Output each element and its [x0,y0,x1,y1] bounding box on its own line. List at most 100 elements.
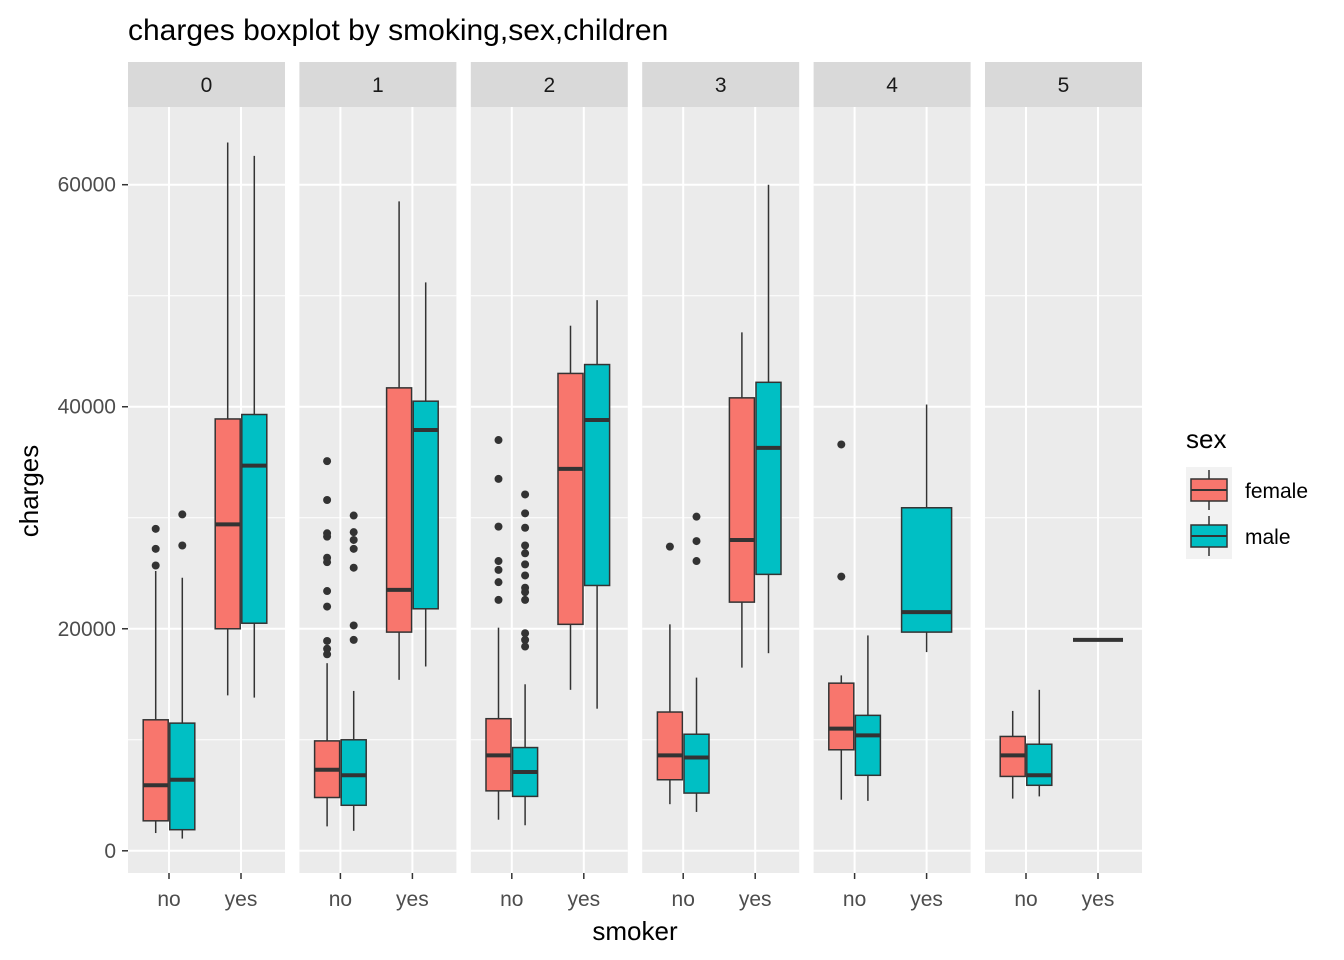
outlier-point [665,542,674,551]
x-tick-label: yes [567,888,600,911]
outlier-point [323,650,332,659]
box-yes-female [214,142,241,696]
facet-strip-label: 1 [372,74,384,97]
facet-panel-1: 1 no yes [299,62,457,911]
x-tick-label: yes [225,888,258,911]
facet-panel-2: 2 no yes [470,62,628,911]
x-tick-label: no [500,888,523,911]
outlier-point [692,557,701,566]
outlier-point [178,510,187,519]
facet-strip [642,62,800,107]
outlier-point [151,544,160,553]
x-tick-label: no [672,888,695,911]
outlier-point [494,522,503,531]
y-tick-label: 40000 [58,396,116,419]
box-no-male [1026,689,1053,797]
iqr-box [557,372,584,626]
box-no-male [683,512,710,812]
chart-title: charges boxplot by smoking,sex,children [128,14,668,47]
facet-panel-4: 4 no yes [813,62,971,911]
outlier-point [494,474,503,483]
y-tick-label: 0 [104,840,116,863]
outlier-point [521,541,530,550]
iqr-box [241,413,268,624]
outlier-point [349,621,358,630]
box-yes-male [412,282,439,667]
legend: sex female male [1186,424,1308,559]
outlier-point [521,595,530,604]
outlier-point [151,524,160,533]
iqr-box [728,397,756,603]
outlier-point [323,587,332,596]
x-tick-label: yes [1082,888,1115,911]
iqr-box [142,719,169,822]
box-yes-female [385,201,413,680]
x-tick-label: yes [396,888,429,911]
outlier-point [323,495,332,504]
outlier-point [521,583,530,592]
outlier-point [521,560,530,569]
iqr-box [828,682,855,751]
iqr-box [412,400,439,610]
legend-label: male [1245,526,1291,549]
y-axis-title: charges [14,445,44,538]
box-no-female [656,542,684,805]
outlier-point [494,578,503,587]
outlier-point [521,629,530,638]
outlier-point [349,528,358,537]
facet-strip-label: 0 [201,74,213,97]
outlier-point [323,529,332,538]
iqr-box [854,714,882,777]
iqr-box [656,711,684,781]
outlier-point [151,561,160,570]
x-tick-label: no [1014,888,1037,911]
iqr-box [169,722,196,831]
outlier-point [837,572,846,581]
y-tick-label: 20000 [58,618,116,641]
iqr-box [683,733,710,794]
outlier-point [349,563,358,572]
facet-strip-label: 5 [1058,74,1070,97]
outlier-point [494,557,503,566]
legend-label: female [1245,480,1308,503]
box-yes-male [900,404,953,653]
legend-title: sex [1186,424,1226,454]
facet-strip-label: 3 [715,74,727,97]
outlier-point [323,553,332,562]
outlier-point [494,565,503,574]
facet-strip [128,62,285,107]
x-tick-label: yes [739,888,772,911]
box-no-female [999,710,1026,799]
outlier-point [521,571,530,580]
iqr-box [340,739,367,807]
outlier-point [349,544,358,553]
box-no-female [142,524,169,834]
facet-strip [299,62,457,107]
legend-key-male: male [1186,513,1291,559]
box-yes-male [755,184,782,654]
iqr-box [583,363,611,587]
facet-strip [985,62,1142,107]
x-axis-title: smoker [592,916,678,946]
iqr-box [1026,743,1053,787]
outlier-point [521,490,530,499]
iqr-box [385,387,413,633]
box-no-female [485,436,512,820]
facet-panel-3: 3 no yes [642,62,800,911]
facet-panel-5: 5 no yes [985,62,1142,911]
outlier-point [349,635,358,644]
outlier-point [349,535,358,544]
outlier-point [323,602,332,611]
iqr-box [755,381,782,576]
x-tick-label: yes [910,888,943,911]
outlier-point [349,511,358,520]
outlier-point [692,537,701,546]
outlier-point [323,457,332,466]
x-tick-label: no [843,888,866,911]
box-no-female [313,457,341,827]
outlier-point [178,541,187,550]
box-yes-male [583,300,611,709]
outlier-point [521,642,530,651]
outlier-point [323,644,332,653]
